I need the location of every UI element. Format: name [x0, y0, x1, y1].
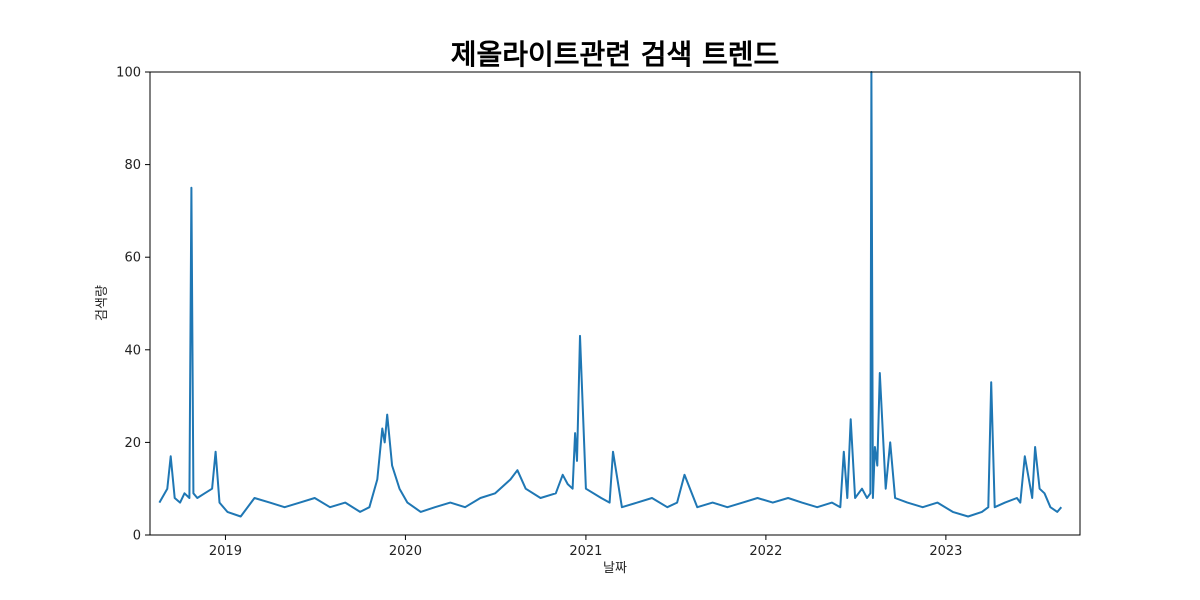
x-tick-label-1: 2020 [389, 544, 422, 559]
x-axis-label: 날짜 [603, 561, 627, 576]
y-tick-label-2: 40 [124, 343, 141, 358]
y-tick-label-1: 20 [124, 436, 141, 451]
y-axis-label: 검색량 [95, 285, 110, 321]
y-tick-label-4: 80 [124, 158, 141, 173]
axes-frame [149, 71, 1081, 536]
y-tick-label-5: 100 [116, 66, 141, 81]
x-tick-label-0: 2019 [209, 544, 242, 559]
plot-area: 0 20 40 60 80 100 2019 2020 2021 2022 2023 [116, 66, 1081, 559]
chart-title: 제올라이트관련 검색 트렌드 [451, 38, 780, 71]
x-tick-label-4: 2023 [929, 544, 962, 559]
x-tick-label-2: 2021 [569, 544, 602, 559]
series-line-0 [158, 71, 1063, 518]
y-tick-label-0: 0 [133, 529, 141, 544]
y-tick-label-3: 60 [124, 251, 141, 266]
x-tick-label-3: 2022 [749, 544, 782, 559]
